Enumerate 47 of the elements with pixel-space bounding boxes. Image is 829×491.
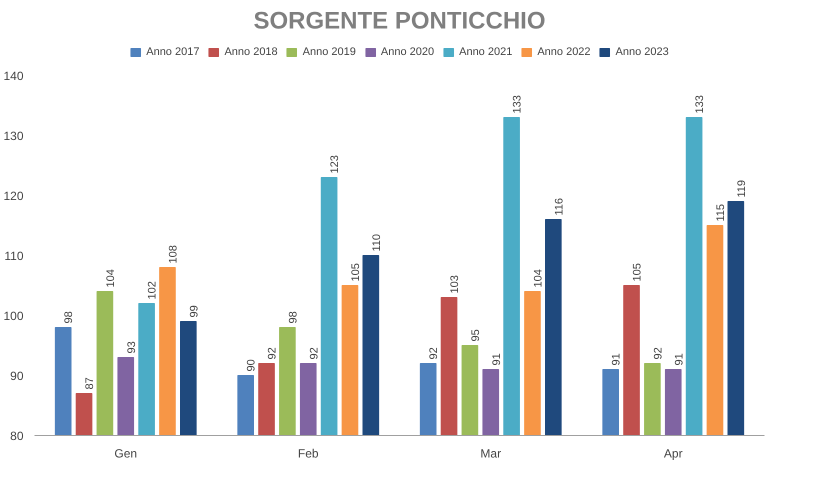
- data-label: 102: [146, 281, 159, 300]
- data-label: 133: [694, 95, 706, 114]
- legend-label: Anno 2019: [302, 46, 356, 58]
- data-label: 91: [490, 353, 503, 366]
- y-tick-label: 110: [4, 249, 24, 263]
- chart-title: SORGENTE PONTICCHIO: [253, 8, 546, 34]
- data-label: 133: [512, 95, 524, 114]
- y-tick-label: 90: [10, 369, 24, 383]
- data-label: 92: [652, 347, 664, 360]
- data-label: 98: [287, 311, 300, 324]
- legend-label: Anno 2023: [616, 46, 669, 58]
- data-label: 110: [370, 234, 383, 252]
- data-label: 98: [63, 311, 76, 324]
- data-label: 91: [673, 353, 686, 366]
- y-tick-label: 120: [3, 189, 24, 203]
- x-tick-label: Apr: [664, 446, 683, 460]
- data-label: 105: [350, 263, 362, 282]
- data-label: 92: [428, 347, 440, 360]
- data-label: 99: [188, 305, 200, 318]
- data-label: 93: [126, 341, 138, 354]
- data-label: 95: [470, 329, 482, 342]
- data-label: 115: [714, 204, 727, 222]
- y-tick-label: 140: [3, 69, 24, 83]
- data-label: 104: [532, 269, 544, 288]
- data-label: 104: [104, 269, 117, 288]
- legend-label: Anno 2022: [537, 46, 591, 58]
- data-label: 91: [610, 353, 623, 366]
- data-label: 87: [84, 377, 96, 390]
- data-label: 123: [329, 155, 342, 174]
- y-tick-label: 80: [10, 429, 24, 443]
- legend-label: Anno 2020: [380, 46, 434, 58]
- data-label: 103: [449, 275, 462, 294]
- y-tick-label: 130: [3, 129, 24, 143]
- legend-label: Anno 2018: [224, 46, 278, 58]
- x-tick-label: Feb: [298, 446, 319, 460]
- x-tick-label: Mar: [480, 446, 502, 460]
- data-label: 119: [736, 180, 748, 198]
- legend-label: Anno 2021: [459, 46, 512, 58]
- data-label: 108: [167, 245, 180, 264]
- x-tick-label: Gen: [114, 446, 138, 460]
- data-label: 92: [308, 347, 320, 360]
- data-label: 92: [266, 347, 279, 360]
- data-label: 105: [632, 263, 644, 282]
- data-label: 116: [553, 198, 566, 216]
- y-tick-label: 100: [3, 309, 24, 323]
- legend-label: Anno 2017: [146, 46, 200, 58]
- data-label: 90: [246, 359, 258, 372]
